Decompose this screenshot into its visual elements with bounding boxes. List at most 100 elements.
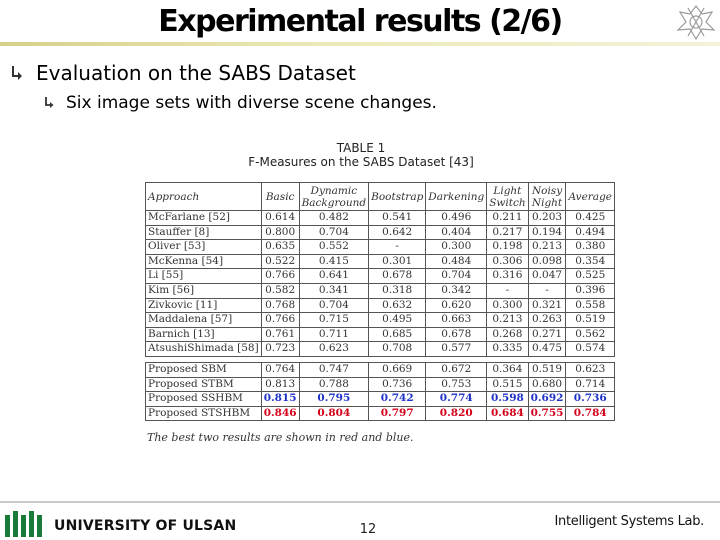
header-average: Average	[565, 182, 616, 211]
cell-dynamic-background: 0.415	[298, 253, 370, 270]
cell-dynamic-background: 0.341	[298, 282, 370, 299]
cell-noisy-night: 0.263	[527, 312, 567, 328]
cell-light-switch: 0.198	[486, 239, 529, 255]
cell-approach: Maddalena [57]	[145, 312, 262, 328]
cell-noisy-night: 0.203	[527, 210, 567, 226]
cell-average: 0.623	[565, 361, 616, 378]
cell-bootstrap: 0.685	[368, 326, 427, 343]
cell-dynamic-background: 0.747	[298, 361, 370, 378]
cell-noisy-night: 0.680	[527, 376, 567, 393]
cell-average: 0.784	[565, 405, 616, 422]
cell-dynamic-background: 0.641	[298, 268, 370, 284]
table-header-row: Approach Basic Dynamic Background Bootst…	[145, 182, 616, 211]
cell-bootstrap: 0.495	[368, 312, 427, 328]
cell-average: 0.380	[565, 239, 616, 255]
cell-approach: Li [55]	[145, 268, 262, 284]
table-caption: TABLE 1 F-Measures on the SABS Dataset […	[145, 141, 577, 169]
cell-darkening: 0.663	[425, 312, 488, 328]
cell-approach: McKenna [54]	[145, 253, 262, 270]
cell-approach: AtsushiShimada [58]	[145, 341, 262, 357]
cell-light-switch: 0.598	[486, 391, 529, 407]
cell-darkening: 0.753	[425, 376, 488, 393]
cell-dynamic-background: 0.704	[298, 224, 370, 241]
cell-light-switch: 0.300	[486, 297, 529, 314]
cell-dynamic-background: 0.711	[298, 326, 370, 343]
table-row: Maddalena [57] 0.766 0.715 0.495 0.663 0.213 0…	[145, 312, 616, 328]
cell-darkening: 0.300	[425, 239, 488, 255]
cell-basic: 0.761	[260, 326, 300, 343]
separator-cell	[145, 355, 615, 363]
cell-dynamic-background: 0.795	[298, 391, 370, 407]
table-row: Oliver [53] 0.635 0.552-0.300 0.198 0.213 0.3…	[145, 239, 616, 255]
footer-rule	[0, 501, 720, 503]
cell-basic: 0.723	[260, 341, 300, 357]
ulsan-logo-icon	[5, 511, 42, 537]
header-bootstrap: Bootstrap	[368, 182, 427, 211]
cell-dynamic-background: 0.623	[298, 341, 370, 357]
cell-darkening: 0.820	[425, 405, 488, 422]
bullet-level-1: Evaluation on the SABS Dataset	[10, 61, 356, 85]
cell-light-switch: 0.335	[486, 341, 529, 357]
cell-bootstrap: 0.632	[368, 297, 427, 314]
table-body: McFarlane [52] 0.614 0.482 0.541 0.496 0.211 0…	[145, 210, 616, 422]
table-group-separator	[145, 355, 615, 363]
bullet-text-sabs: Evaluation on the SABS Dataset	[36, 61, 356, 85]
table-row: Proposed STSHBM 0.846 0.804 0.797 0.820 0.684…	[145, 405, 616, 422]
cell-darkening: 0.620	[425, 297, 488, 314]
cell-darkening: 0.704	[425, 268, 488, 284]
title-rule	[0, 42, 720, 46]
cell-approach: Zivkovic [11]	[145, 297, 262, 314]
cell-light-switch: 0.217	[486, 224, 529, 241]
lab-name: Intelligent Systems Lab.	[554, 514, 705, 529]
cell-basic: 0.846	[260, 405, 300, 422]
cell-noisy-night: 0.321	[527, 297, 567, 314]
cell-average: 0.519	[565, 312, 616, 328]
cell-approach: Barnich [13]	[145, 326, 262, 343]
cell-noisy-night: 0.047	[527, 268, 567, 284]
cell-darkening: 0.678	[425, 326, 488, 343]
cell-basic: 0.764	[260, 361, 300, 378]
cell-basic: 0.635	[260, 239, 300, 255]
table-row: Barnich [13] 0.761 0.711 0.685 0.678 0.268 0.2…	[145, 326, 616, 343]
table-row: AtsushiShimada [58] 0.723 0.623 0.708 0.577 0…	[145, 341, 616, 357]
cell-light-switch: 0.316	[486, 268, 529, 284]
table-footnote: The best two results are shown in red an…	[147, 431, 414, 444]
cell-dynamic-background: 0.788	[298, 376, 370, 393]
cell-noisy-night: 0.692	[527, 391, 567, 407]
table-row: Kim [56] 0.582 0.341 0.318 0.342- -0.396	[145, 282, 616, 299]
cell-darkening: 0.342	[425, 282, 488, 299]
cell-basic: 0.766	[260, 268, 300, 284]
cell-noisy-night: 0.213	[527, 239, 567, 255]
cell-bootstrap: 0.318	[368, 282, 427, 299]
header-basic: Basic	[260, 182, 300, 211]
cell-bootstrap: -	[368, 239, 427, 255]
cell-bootstrap: 0.642	[368, 224, 427, 241]
cell-approach: McFarlane [52]	[145, 210, 262, 226]
cell-basic: 0.582	[260, 282, 300, 299]
cell-noisy-night: -	[527, 282, 567, 299]
cell-approach: Proposed STSHBM	[145, 405, 262, 422]
table-row: McFarlane [52] 0.614 0.482 0.541 0.496 0.211 0…	[145, 210, 616, 226]
cell-average: 0.562	[565, 326, 616, 343]
down-right-arrow-icon	[45, 97, 54, 108]
cell-light-switch: 0.211	[486, 210, 529, 226]
bullet-text-image-sets: Six image sets with diverse scene change…	[66, 93, 437, 113]
down-right-arrow-icon	[12, 66, 22, 80]
cell-noisy-night: 0.271	[527, 326, 567, 343]
cell-approach: Proposed SSHBM	[145, 391, 262, 407]
cell-average: 0.558	[565, 297, 616, 314]
cell-average: 0.714	[565, 376, 616, 393]
cell-average: 0.396	[565, 282, 616, 299]
cell-basic: 0.766	[260, 312, 300, 328]
cell-basic: 0.768	[260, 297, 300, 314]
cell-bootstrap: 0.541	[368, 210, 427, 226]
cell-bootstrap: 0.708	[368, 341, 427, 357]
cell-bootstrap: 0.678	[368, 268, 427, 284]
cell-approach: Proposed SBM	[145, 361, 262, 378]
cell-light-switch: 0.213	[486, 312, 529, 328]
cell-noisy-night: 0.194	[527, 224, 567, 241]
cell-approach: Oliver [53]	[145, 239, 262, 255]
cell-dynamic-background: 0.804	[298, 405, 370, 422]
page-number: 12	[359, 522, 377, 537]
cell-darkening: 0.484	[425, 253, 488, 270]
